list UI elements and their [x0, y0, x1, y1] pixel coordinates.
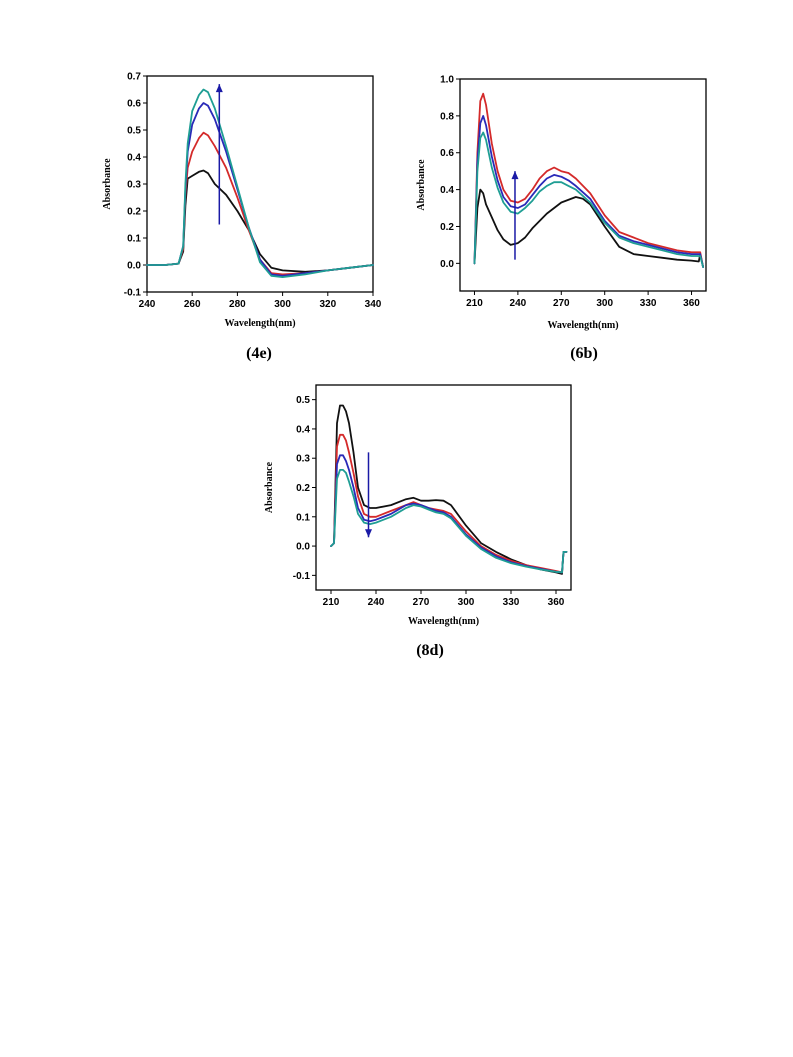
caption-6b: (6b): [570, 345, 598, 362]
y-tick-label-4e: 0.2: [127, 207, 141, 218]
y-tick-label-4e: 0.6: [127, 99, 141, 110]
x-tick-label-8d: 300: [458, 597, 475, 608]
y-tick-label-8d: 0.2: [296, 483, 310, 494]
trend-arrow-head-6b: [511, 171, 519, 180]
y-tick-label-4e: -0.1: [124, 288, 142, 299]
x-tick-label-6b: 330: [640, 298, 657, 309]
series-line-4e-2: [146, 102, 374, 277]
y-tick-label-8d: 0.3: [296, 454, 310, 465]
series-line-6b-2: [473, 115, 704, 268]
y-tick-label-6b: 0.4: [440, 185, 454, 196]
series-line-6b-0: [473, 188, 704, 268]
x-tick-label-4e: 260: [184, 299, 201, 310]
y-tick-label-4e: 0.4: [127, 153, 141, 164]
y-tick-label-6b: 1.0: [440, 75, 454, 86]
series-line-6b-1: [473, 92, 704, 268]
series-line-8d-0: [330, 404, 568, 575]
series-line-8d-2: [330, 454, 568, 574]
x-axis-title-4e: Wavelength(nm): [224, 318, 295, 329]
x-tick-label-4e: 280: [229, 299, 246, 310]
series-line-4e-3: [146, 88, 374, 278]
x-tick-label-8d: 270: [413, 597, 430, 608]
x-tick-label-8d: 210: [323, 597, 340, 608]
plot-frame-6b: [459, 78, 707, 292]
x-tick-label-6b: 360: [683, 298, 700, 309]
y-tick-label-8d: 0.0: [296, 542, 310, 553]
y-tick-label-4e: 0.7: [127, 72, 141, 83]
x-tick-label-4e: 300: [274, 299, 291, 310]
y-tick-label-4e: 0.5: [127, 126, 141, 137]
y-tick-label-6b: 0.6: [440, 148, 454, 159]
y-tick-label-8d: -0.1: [293, 571, 311, 582]
y-axis-title-6b: Absorbance: [416, 159, 427, 211]
trend-arrow-head-8d: [365, 529, 372, 538]
x-tick-label-6b: 270: [553, 298, 570, 309]
x-tick-label-6b: 210: [466, 298, 483, 309]
plot-frame-8d: [315, 384, 572, 591]
x-tick-label-8d: 240: [368, 597, 385, 608]
x-tick-label-4e: 320: [319, 299, 336, 310]
x-tick-label-4e: 240: [139, 299, 156, 310]
series-line-8d-3: [330, 469, 568, 574]
series-line-4e-0: [146, 169, 374, 273]
series-line-8d-1: [330, 433, 568, 574]
trend-arrow-head-4e: [215, 84, 223, 93]
y-tick-label-6b: 0.0: [440, 259, 454, 270]
x-tick-label-4e: 340: [365, 299, 382, 310]
y-tick-label-6b: 0.2: [440, 222, 454, 233]
x-tick-label-6b: 240: [510, 298, 527, 309]
y-tick-label-8d: 0.5: [296, 395, 310, 406]
x-tick-label-8d: 330: [503, 597, 520, 608]
y-tick-label-4e: 0.3: [127, 180, 141, 191]
x-tick-label-6b: 300: [596, 298, 613, 309]
y-axis-title-8d: Absorbance: [264, 461, 275, 513]
x-tick-label-8d: 360: [548, 597, 565, 608]
plot-frame-4e: [146, 75, 374, 293]
caption-4e: (4e): [246, 345, 272, 362]
y-tick-label-4e: 0.0: [127, 261, 141, 272]
y-tick-label-4e: 0.1: [127, 234, 141, 245]
y-axis-title-4e: Absorbance: [102, 158, 113, 210]
series-line-6b-3: [473, 131, 704, 268]
x-axis-title-8d: Wavelength(nm): [408, 616, 479, 627]
caption-8d: (8d): [416, 642, 444, 659]
y-tick-label-6b: 0.8: [440, 111, 454, 122]
y-tick-label-8d: 0.1: [296, 512, 310, 523]
y-tick-label-8d: 0.4: [296, 424, 310, 435]
x-axis-title-6b: Wavelength(nm): [547, 320, 618, 331]
series-line-4e-1: [146, 131, 374, 276]
